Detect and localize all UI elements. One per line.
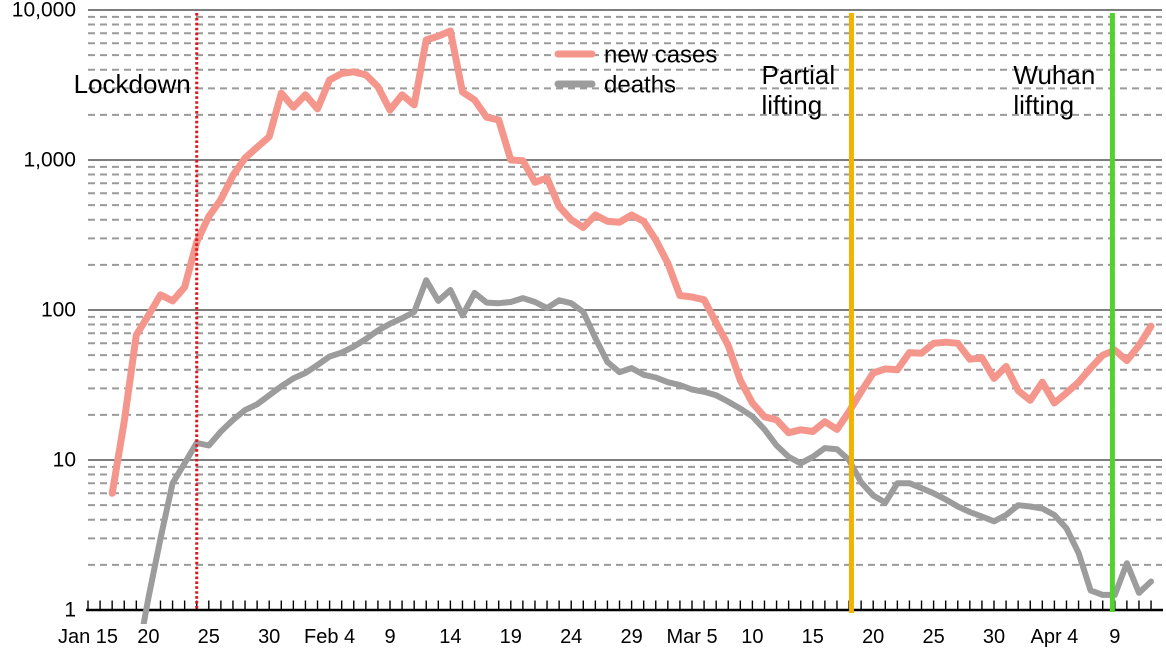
x-tick-label: 30 xyxy=(258,626,280,648)
y-tick-label: 10,000 xyxy=(12,0,76,22)
x-tick-label: Feb 4 xyxy=(304,626,355,648)
x-tick-label: 24 xyxy=(560,626,582,648)
deaths-line xyxy=(140,277,1154,624)
y-tick-label: 100 xyxy=(41,299,76,322)
x-tick-label: 19 xyxy=(500,626,522,648)
partial-lifting-label: Partial xyxy=(761,60,835,90)
x-tick-label: 10 xyxy=(741,626,763,648)
x-tick-label: 25 xyxy=(198,626,220,648)
legend-item-deaths: deaths xyxy=(554,72,676,99)
y-axis: 1 10 100 1,000 10,000 xyxy=(12,0,76,622)
y-tick-label: 1,000 xyxy=(23,149,76,172)
lockdown-label: Lockdown xyxy=(74,69,191,99)
x-tick-label: Apr 4 xyxy=(1030,626,1078,648)
legend-item-new-cases: new cases xyxy=(554,42,717,69)
legend: new cases deaths xyxy=(554,42,717,99)
new-cases-line xyxy=(108,27,1155,497)
x-tick-label: 14 xyxy=(439,626,461,648)
y-tick-label: 10 xyxy=(53,449,76,472)
legend-label: new cases xyxy=(604,42,717,69)
x-tick-label: 20 xyxy=(137,626,159,648)
x-tick-label: 15 xyxy=(802,626,824,648)
wuhan-lifting-label: Wuhan xyxy=(1013,60,1095,90)
x-tick-label: Jan 15 xyxy=(58,626,118,648)
x-tick-label: 9 xyxy=(1109,626,1120,648)
gridlines xyxy=(88,9,1162,566)
x-tick-label: Mar 5 xyxy=(666,626,717,648)
x-tick-label: 20 xyxy=(862,626,884,648)
x-tick-label: 29 xyxy=(620,626,642,648)
legend-label: deaths xyxy=(604,72,676,99)
wuhan-lifting-label: lifting xyxy=(1013,90,1074,120)
x-tick-label: 9 xyxy=(384,626,395,648)
partial-lifting-label: lifting xyxy=(761,90,822,120)
x-tick-label: 25 xyxy=(922,626,944,648)
x-tick-label: 30 xyxy=(983,626,1005,648)
x-axis: Jan 15 20 25 30 Feb 4 9 14 19 24 29 Mar 5 10 15 20 25 3… xyxy=(58,600,1163,648)
y-tick-label: 1 xyxy=(64,599,76,622)
